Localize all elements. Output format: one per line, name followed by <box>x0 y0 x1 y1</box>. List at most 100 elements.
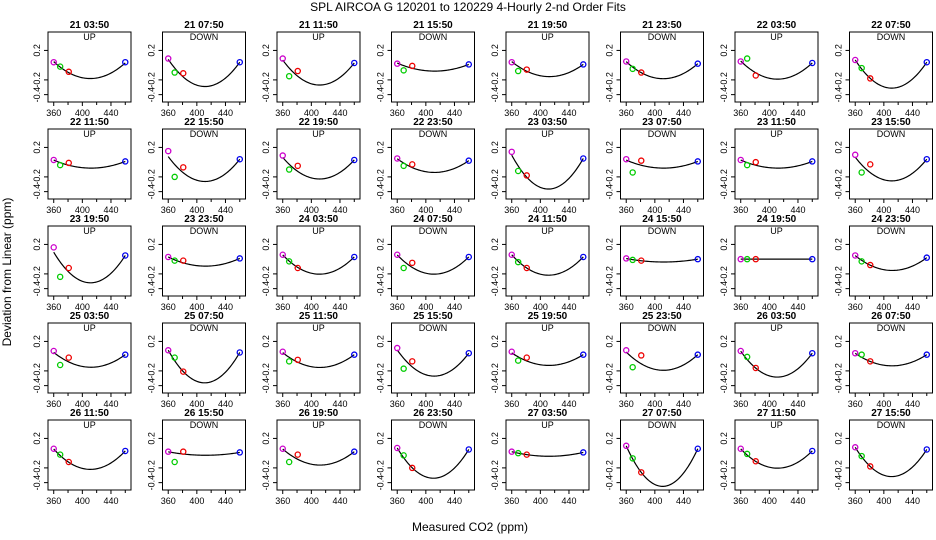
fit-curve <box>282 157 355 180</box>
plot-frame <box>391 128 475 200</box>
standard-3-point <box>179 164 187 171</box>
standard-2-point <box>514 258 522 266</box>
y-tick-label: 0.2 <box>834 335 844 348</box>
y-tick-label: -0.4 <box>376 87 386 103</box>
x-tick-label: 400 <box>418 205 433 215</box>
standard-2-point <box>858 452 865 460</box>
x-tick-label: 360 <box>504 205 519 215</box>
y-tick-label: 0.2 <box>490 141 500 154</box>
standard-2-point <box>56 161 64 169</box>
standard-1-point <box>737 156 744 164</box>
panel-mode-label: DOWN <box>648 323 677 333</box>
panel-mode-label: UP <box>541 420 554 430</box>
standard-2-point <box>56 361 64 369</box>
standard-3-point <box>638 352 645 359</box>
standard-3-point <box>523 354 531 361</box>
y-tick-label: 0.2 <box>490 432 500 445</box>
x-tick-label: 360 <box>46 399 61 409</box>
standard-1-point <box>279 445 286 452</box>
standard-3-point <box>65 264 73 272</box>
standard-4-point <box>580 155 587 162</box>
x-tick-label: 440 <box>103 399 118 409</box>
y-tick-label: 0.2 <box>32 335 42 348</box>
panel-title: 21 11:50 <box>299 20 338 31</box>
y-tick-label: 0.2 <box>32 432 42 445</box>
panel-mode-label: DOWN <box>190 129 219 139</box>
x-tick-label: 400 <box>189 302 204 312</box>
x-tick-label: 360 <box>619 302 634 312</box>
fit-curve <box>511 352 584 367</box>
standard-4-point <box>923 446 931 453</box>
standard-2-point <box>285 258 293 265</box>
fit-curve <box>626 257 698 263</box>
y-tick-label: -0.4 <box>834 281 844 297</box>
fit-curve <box>396 349 470 377</box>
y-tick-label: -0.2 <box>605 460 615 476</box>
standard-1-point <box>737 255 744 263</box>
y-tick-label: -0.4 <box>605 184 615 200</box>
panel-title: 22 03:50 <box>757 20 797 31</box>
y-tick-label: -0.2 <box>605 266 615 282</box>
x-tick-label: 360 <box>275 302 290 312</box>
standard-1-point <box>50 156 57 164</box>
standard-2-point <box>743 255 751 263</box>
x-tick-label: 400 <box>533 108 548 118</box>
x-tick-label: 360 <box>619 496 634 506</box>
panel-mode-label: DOWN <box>648 129 677 139</box>
standard-1-point <box>164 147 172 155</box>
standard-4-point <box>351 253 358 261</box>
plot-frame <box>734 419 819 491</box>
panel-title: 26 15:50 <box>184 408 224 419</box>
standard-4-point <box>694 445 702 452</box>
panel-title: 23 03:50 <box>528 117 568 128</box>
y-tick-label: 0.2 <box>261 432 271 445</box>
y-tick-label: -0.2 <box>605 363 615 379</box>
y-tick-label: -0.2 <box>490 363 500 379</box>
panel-mode-label: UP <box>312 226 325 236</box>
standard-4-point <box>809 447 816 455</box>
standard-2-point <box>400 264 407 272</box>
standard-4-point <box>809 158 816 165</box>
panel-mode-label: DOWN <box>419 32 448 42</box>
standard-2-point <box>285 358 293 365</box>
x-tick-label: 400 <box>876 205 891 215</box>
standard-1-point <box>164 347 172 354</box>
x-tick-label: 440 <box>447 108 462 118</box>
y-tick-label: -0.4 <box>261 281 271 297</box>
y-tick-label: 0.2 <box>261 141 271 154</box>
y-tick-label: -0.2 <box>834 363 844 379</box>
plot-frame <box>620 419 704 491</box>
fit-curve <box>396 447 470 479</box>
panel-mode-label: DOWN <box>648 226 677 236</box>
standard-2-point <box>858 351 865 358</box>
standard-3-point <box>523 66 531 73</box>
x-tick-label: 400 <box>75 399 90 409</box>
y-tick-label: 0.2 <box>834 141 844 154</box>
y-tick-label: -0.2 <box>32 460 42 476</box>
standard-3-point <box>65 68 73 76</box>
x-tick-label: 440 <box>103 496 118 506</box>
x-tick-label: 440 <box>905 302 920 312</box>
y-tick-label: 0.2 <box>32 238 42 251</box>
standard-1-point <box>851 444 859 451</box>
plot-frame <box>47 225 132 297</box>
standard-3-point <box>408 259 416 267</box>
panel-mode-label: UP <box>83 32 96 42</box>
x-tick-label: 360 <box>161 399 176 409</box>
x-tick-label: 440 <box>561 496 576 506</box>
panel-mode-label: UP <box>83 129 96 139</box>
panel-title: 24 19:50 <box>757 214 797 225</box>
fit-curve <box>167 58 241 88</box>
x-tick-label: 440 <box>332 108 347 118</box>
standard-2-point <box>400 365 407 372</box>
x-tick-label: 440 <box>103 205 118 215</box>
standard-4-point <box>122 58 129 66</box>
